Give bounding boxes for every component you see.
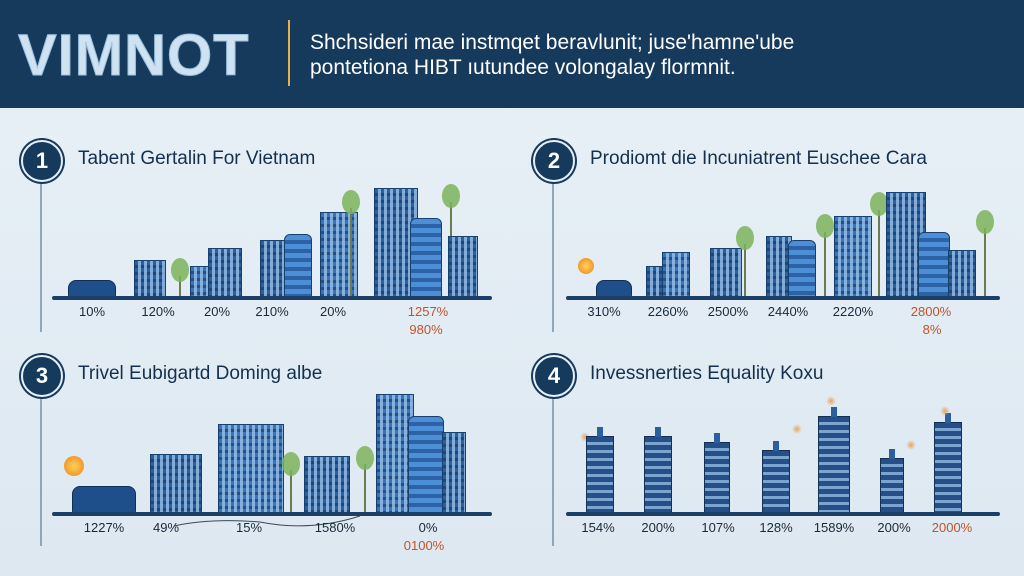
tagline-line-1: Shchsideri mae instmqet beravlunit; juse… [310, 31, 795, 54]
building-icon [376, 394, 414, 514]
spark-icon [826, 396, 836, 406]
tree-icon [816, 214, 834, 298]
building-icon [218, 424, 284, 514]
tank-building-icon [284, 234, 312, 298]
timeline-right-bottom [552, 396, 554, 546]
value-label: 2500% [707, 304, 749, 319]
tank-building-icon [788, 240, 816, 298]
building-icon [208, 248, 242, 298]
tower-icon [818, 407, 850, 514]
value-label: 200% [877, 520, 911, 535]
value-label-secondary: 0100% [403, 538, 445, 553]
value-label: 2220% [832, 304, 874, 319]
tower-icon [644, 427, 672, 514]
header-divider [288, 20, 290, 86]
value-label: 2440% [767, 304, 809, 319]
tree-icon [356, 446, 374, 514]
value-label: 2260% [647, 304, 689, 319]
tree-icon [282, 452, 300, 514]
timeline-right-top [552, 182, 554, 332]
tower-icon [934, 413, 962, 514]
building-icon [320, 212, 358, 298]
ground-line [566, 512, 1000, 516]
tree-icon [736, 226, 754, 298]
tower-icon [762, 441, 790, 514]
spark-icon [906, 440, 916, 450]
spark-icon [940, 406, 950, 416]
header-tagline: Shchsideri mae instmqet beravlunit; juse… [310, 30, 870, 80]
timeline-left-top [40, 182, 42, 332]
value-label: 20% [319, 304, 347, 319]
value-label-highlight: 2800% [910, 304, 952, 319]
value-label: 10% [78, 304, 106, 319]
section-title: Prodiomt die Incuniatrent Euschee Cara [590, 148, 927, 169]
building-icon [662, 252, 690, 298]
value-label: 310% [587, 304, 621, 319]
sun-icon [64, 456, 84, 476]
value-label-secondary: 980% [409, 322, 443, 337]
building-icon [304, 456, 350, 514]
ground-line [52, 296, 492, 300]
value-label: 1227% [83, 520, 125, 535]
building-icon [710, 248, 742, 298]
tank-building-icon [410, 218, 442, 298]
ground-line [52, 512, 492, 516]
building-icon [834, 216, 872, 298]
skyline-illustration [576, 180, 1006, 298]
building-icon [134, 260, 166, 298]
skyline-illustration [64, 394, 494, 514]
tank-building-icon [408, 416, 444, 514]
value-label-secondary: 8% [922, 322, 942, 337]
car-icon [72, 486, 136, 514]
brand-logo: VIMNOT [18, 23, 250, 89]
building-icon [448, 236, 478, 298]
sun-icon [578, 258, 594, 274]
value-label: 154% [581, 520, 615, 535]
tree-icon [870, 192, 888, 298]
section-title: Trivel Eubigartd Doming albe [78, 363, 323, 384]
value-label: 1589% [813, 520, 855, 535]
tower-icon [880, 449, 904, 514]
tree-icon [342, 190, 360, 298]
building-icon [442, 432, 466, 514]
spark-icon [792, 424, 802, 434]
tower-illustration [576, 396, 1006, 514]
tree-icon [976, 210, 994, 298]
value-label: 20% [203, 304, 231, 319]
header-banner: VIMNOT Shchsideri mae instmqet beravluni… [0, 0, 1024, 108]
ground-line [566, 296, 1000, 300]
building-icon [190, 266, 210, 298]
timeline-left-bottom [40, 396, 42, 546]
value-label: 200% [641, 520, 675, 535]
building-icon [948, 250, 976, 298]
value-label-highlight: 1257% [407, 304, 449, 319]
section-number-badge: 2 [533, 140, 575, 182]
value-label-highlight: 2000% [931, 520, 973, 535]
value-label: 49% [152, 520, 180, 535]
spark-icon [580, 432, 590, 442]
value-label: 0% [418, 520, 438, 535]
section-title: Tabent Gertalin For Vietnam [78, 148, 316, 169]
value-label: 210% [255, 304, 289, 319]
section-number-badge: 1 [21, 140, 63, 182]
section-number-badge: 3 [21, 355, 63, 397]
connector-line [173, 515, 361, 527]
building-icon [150, 454, 202, 514]
value-label: 107% [701, 520, 735, 535]
skyline-illustration [64, 180, 494, 298]
building-icon [374, 188, 418, 298]
value-label: 128% [759, 520, 793, 535]
tagline-line-2: pontetiona HIBT ıutundee volongalay flor… [310, 56, 736, 79]
value-label: 120% [141, 304, 175, 319]
section-number-badge: 4 [533, 355, 575, 397]
tower-icon [586, 427, 614, 514]
value-label: 15% [235, 520, 263, 535]
section-title: Invessnerties Equality Koxu [590, 363, 824, 384]
value-label: 1580% [314, 520, 356, 535]
tree-icon [171, 258, 189, 298]
tank-building-icon [918, 232, 950, 298]
tower-icon [704, 433, 730, 514]
